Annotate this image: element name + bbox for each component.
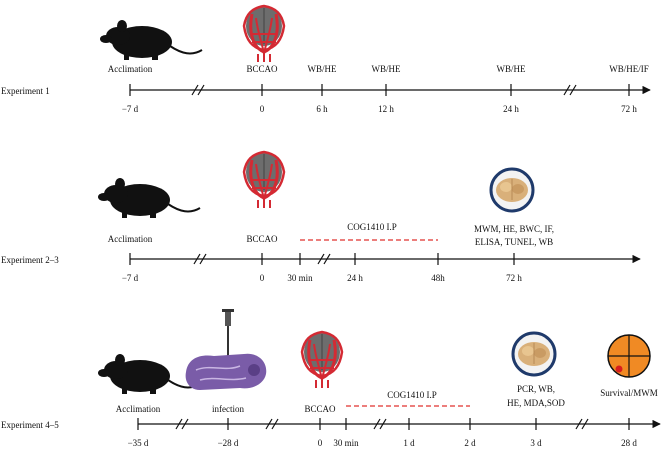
outcome-line: PCR, WB, [517, 384, 555, 394]
label-assay: WB/HE [497, 64, 526, 74]
tick-marks [129, 253, 515, 265]
tick-label: 0 [260, 104, 265, 114]
tick-marks [137, 418, 630, 430]
tick-label: 0 [260, 273, 265, 283]
label-assay: WB/HE [372, 64, 401, 74]
label-survival: Survival/MWM [600, 388, 658, 398]
tick-label: 1 d [403, 438, 415, 448]
axis-break [175, 418, 589, 430]
experiment-label: Experiment 2–3 [1, 255, 59, 265]
tick-label: 72 h [621, 104, 637, 114]
outcome-line: MWM, HE, BWC, IF, [474, 224, 554, 234]
brain-icon [511, 331, 557, 377]
tick-label: −7 d [122, 104, 139, 114]
tick-label: 3 d [530, 438, 542, 448]
label-infection: infection [212, 404, 244, 414]
treatment-label: COG1410 I.P [347, 222, 397, 232]
tick-label: 24 h [347, 273, 363, 283]
brain-vessels-icon [242, 150, 286, 210]
label-assay: WB/HE/IF [609, 64, 649, 74]
experiment-label: Experiment 1 [1, 86, 50, 96]
label-bccao: BCCAO [304, 404, 336, 414]
brain-icon [489, 167, 535, 213]
label-assay: WB/HE [308, 64, 337, 74]
axis-break [193, 253, 331, 265]
treatment-label: COG1410 I.P [387, 390, 437, 400]
experiment-2-3: Acclimation BCCAO COG1410 I.P MWM, HE, B… [1, 150, 641, 283]
tick-label: 48h [431, 273, 445, 283]
label-acclimation: Acclimation [108, 234, 153, 244]
brain-section-syringe-icon [185, 309, 267, 390]
mouse-icon [97, 177, 201, 219]
tick-label: 6 h [316, 104, 328, 114]
experiment-4-5: Acclimation infection BCCAO COG1410 I.P … [1, 309, 661, 448]
label-acclimation: Acclimation [108, 64, 153, 74]
axis-break [191, 84, 577, 96]
experiment-label: Experiment 4–5 [1, 420, 59, 430]
outcome-line: ELISA, TUNEL, WB [475, 237, 553, 247]
tick-label: 30 min [333, 438, 359, 448]
tick-label: −28 d [218, 438, 239, 448]
tick-label: −7 d [122, 273, 139, 283]
label-bccao: BCCAO [246, 234, 278, 244]
tick-label: 24 h [503, 104, 519, 114]
label-bccao: BCCAO [246, 64, 278, 74]
mouse-icon [99, 19, 203, 61]
tick-label: 12 h [378, 104, 394, 114]
label-acclimation: Acclimation [116, 404, 161, 414]
mouse-icon [97, 353, 201, 395]
tick-label: 2 d [464, 438, 476, 448]
tick-label: 0 [318, 438, 323, 448]
tick-label: −35 d [128, 438, 149, 448]
brain-vessels-icon [242, 4, 286, 64]
survival-target-icon [607, 334, 651, 378]
tick-label: 72 h [506, 273, 522, 283]
tick-label: 28 d [621, 438, 637, 448]
tick-marks [129, 84, 630, 96]
tick-label: 30 min [287, 273, 313, 283]
experiment-1: Acclimation BCCAO WB/HE WB/HE WB/HE WB/H… [1, 4, 651, 114]
brain-vessels-icon [300, 330, 344, 390]
outcome-line: HE, MDA,SOD [507, 398, 565, 408]
